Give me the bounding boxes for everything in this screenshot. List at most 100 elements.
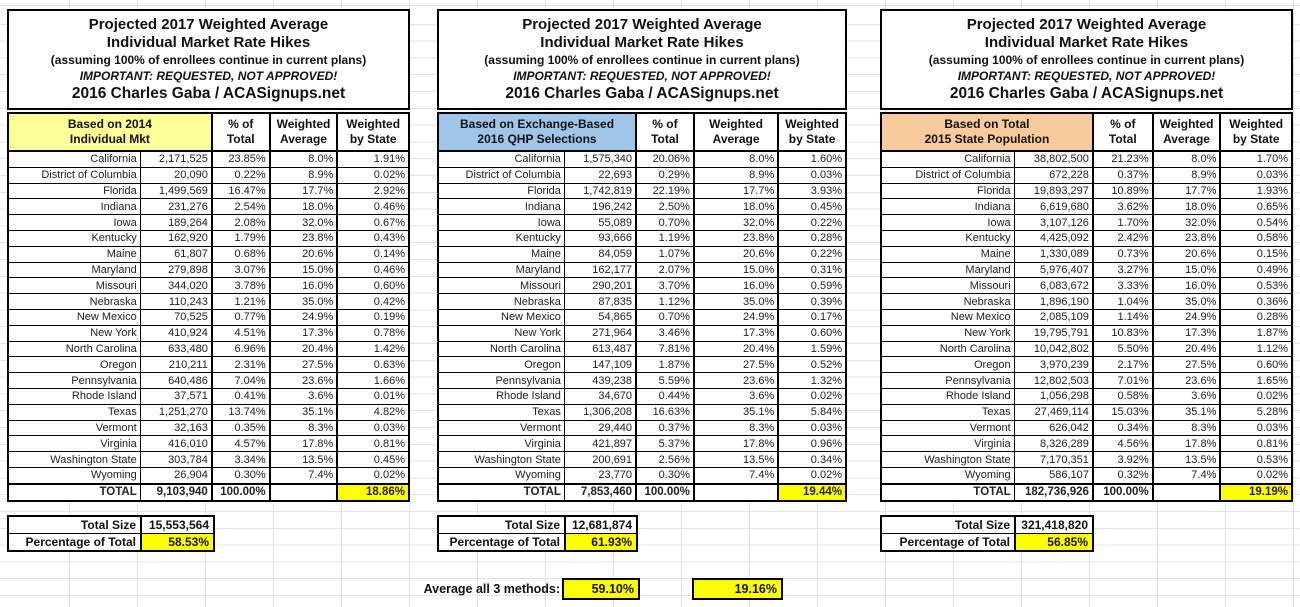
- cell-wstate[interactable]: 0.22%: [777, 214, 847, 231]
- cell-wstate[interactable]: 0.01%: [336, 387, 410, 405]
- cell-wavg[interactable]: 16.0%: [268, 277, 339, 295]
- cell-size[interactable]: 29,440: [563, 419, 638, 437]
- total-size-cell[interactable]: 9,103,940: [139, 482, 213, 502]
- cell-wstate[interactable]: 0.17%: [777, 308, 847, 326]
- cell-pct[interactable]: 13.74%: [210, 403, 271, 421]
- cell-size[interactable]: 7,170,351: [1013, 451, 1094, 468]
- cell-size[interactable]: 1,056,298: [1013, 387, 1094, 405]
- cell-wstate[interactable]: 0.53%: [1219, 451, 1293, 468]
- cell-pct[interactable]: 5.50%: [1091, 340, 1154, 358]
- col-header-pct-of-total[interactable]: % of Total: [635, 112, 695, 152]
- cell-wavg[interactable]: 23.6%: [268, 372, 339, 389]
- cell-size[interactable]: 2,171,525: [139, 150, 213, 168]
- cell-wstate[interactable]: 0.36%: [1219, 293, 1293, 310]
- cell-wavg[interactable]: 20.4%: [1151, 340, 1222, 358]
- cell-pct[interactable]: 5.59%: [635, 372, 695, 389]
- cell-wstate[interactable]: 0.81%: [336, 435, 410, 453]
- total-size-cell[interactable]: 182,736,926: [1013, 482, 1094, 502]
- cell-pct[interactable]: 1.70%: [1091, 214, 1154, 231]
- cell-state[interactable]: Wyoming: [437, 466, 565, 485]
- cell-wstate[interactable]: 1.42%: [336, 340, 410, 358]
- cell-pct[interactable]: 1.12%: [635, 293, 695, 310]
- cell-size[interactable]: 410,924: [139, 324, 213, 342]
- col-header-weighted-average[interactable]: Weighted Average: [692, 112, 780, 152]
- cell-wstate[interactable]: 0.67%: [336, 214, 410, 231]
- cell-wavg[interactable]: 8.9%: [1151, 166, 1222, 184]
- cell-wavg[interactable]: 35.1%: [1151, 403, 1222, 421]
- cell-size[interactable]: 5,976,407: [1013, 261, 1094, 279]
- cell-pct[interactable]: 7.81%: [635, 340, 695, 358]
- col-header-weighted-by-state[interactable]: Weighted by State: [1219, 112, 1293, 152]
- percentage-of-total-label[interactable]: Percentage of Total: [9, 534, 140, 550]
- cell-state[interactable]: Maryland: [437, 261, 565, 279]
- cell-wavg[interactable]: 18.0%: [268, 198, 339, 216]
- cell-wavg[interactable]: 13.5%: [692, 451, 780, 468]
- cell-pct[interactable]: 1.07%: [635, 245, 695, 263]
- cell-pct[interactable]: 3.70%: [635, 277, 695, 295]
- cell-wavg[interactable]: 15.0%: [692, 261, 780, 279]
- cell-pct[interactable]: 3.78%: [210, 277, 271, 295]
- cell-wavg[interactable]: 23.8%: [268, 229, 339, 247]
- cell-state[interactable]: Florida: [7, 182, 141, 200]
- cell-wavg[interactable]: 7.4%: [692, 466, 780, 485]
- cell-state[interactable]: Virginia: [880, 435, 1015, 453]
- cell-size[interactable]: 38,802,500: [1013, 150, 1094, 168]
- cell-pct[interactable]: 1.14%: [1091, 308, 1154, 326]
- cell-pct[interactable]: 1.19%: [635, 229, 695, 247]
- total-weighted-by-state-cell[interactable]: 19.19%: [1219, 482, 1293, 502]
- cell-pct[interactable]: 0.29%: [635, 166, 695, 184]
- cell-state[interactable]: Texas: [880, 403, 1015, 421]
- percentage-of-total-label[interactable]: Percentage of Total: [439, 534, 564, 550]
- cell-wavg[interactable]: 7.4%: [1151, 466, 1222, 485]
- cell-wavg[interactable]: 3.6%: [268, 387, 339, 405]
- cell-pct[interactable]: 0.70%: [635, 214, 695, 231]
- cell-wstate[interactable]: 0.59%: [777, 277, 847, 295]
- cell-wstate[interactable]: 0.19%: [336, 308, 410, 326]
- average-weighted-rate-cell[interactable]: 19.16%: [692, 578, 783, 600]
- cell-size[interactable]: 20,090: [139, 166, 213, 184]
- cell-wstate[interactable]: 1.66%: [336, 372, 410, 389]
- basis-header-cell[interactable]: Based on Total 2015 State Population: [880, 112, 1094, 152]
- cell-state[interactable]: Pennsylvania: [437, 372, 565, 389]
- cell-wstate[interactable]: 1.87%: [1219, 324, 1293, 342]
- cell-wstate[interactable]: 0.22%: [777, 245, 847, 263]
- col-header-pct-of-total[interactable]: % of Total: [210, 112, 271, 152]
- cell-state[interactable]: California: [437, 150, 565, 168]
- cell-wavg[interactable]: 8.0%: [1151, 150, 1222, 168]
- cell-wavg[interactable]: 35.0%: [268, 293, 339, 310]
- cell-state[interactable]: Iowa: [437, 214, 565, 231]
- cell-wavg[interactable]: 20.6%: [1151, 245, 1222, 263]
- cell-pct[interactable]: 0.37%: [1091, 166, 1154, 184]
- cell-pct[interactable]: 1.79%: [210, 229, 271, 247]
- cell-state[interactable]: Indiana: [437, 198, 565, 216]
- cell-state[interactable]: Rhode Island: [437, 387, 565, 405]
- cell-pct[interactable]: 3.07%: [210, 261, 271, 279]
- cell-wavg[interactable]: 32.0%: [268, 214, 339, 231]
- cell-state[interactable]: California: [7, 150, 141, 168]
- cell-wavg[interactable]: 23.8%: [1151, 229, 1222, 247]
- cell-wavg[interactable]: 32.0%: [1151, 214, 1222, 231]
- cell-pct[interactable]: 0.68%: [210, 245, 271, 263]
- col-header-weighted-average[interactable]: Weighted Average: [268, 112, 339, 152]
- cell-wstate[interactable]: 1.70%: [1219, 150, 1293, 168]
- cell-wstate[interactable]: 1.65%: [1219, 372, 1293, 389]
- cell-wstate[interactable]: 4.82%: [336, 403, 410, 421]
- cell-wavg[interactable]: 17.7%: [268, 182, 339, 200]
- cell-wavg[interactable]: 8.0%: [692, 150, 780, 168]
- cell-pct[interactable]: 0.22%: [210, 166, 271, 184]
- cell-size[interactable]: 6,619,680: [1013, 198, 1094, 216]
- cell-pct[interactable]: 23.85%: [210, 150, 271, 168]
- cell-pct[interactable]: 0.44%: [635, 387, 695, 405]
- cell-wavg[interactable]: 17.8%: [268, 435, 339, 453]
- cell-pct[interactable]: 0.35%: [210, 419, 271, 437]
- cell-pct[interactable]: 2.42%: [1091, 229, 1154, 247]
- total-size-label[interactable]: Total Size: [882, 517, 1014, 533]
- cell-wavg[interactable]: 17.7%: [1151, 182, 1222, 200]
- total-label-cell[interactable]: TOTAL: [880, 482, 1015, 502]
- cell-state[interactable]: Rhode Island: [7, 387, 141, 405]
- cell-size[interactable]: 37,571: [139, 387, 213, 405]
- cell-wavg[interactable]: 27.5%: [268, 356, 339, 374]
- cell-size[interactable]: 34,670: [563, 387, 638, 405]
- cell-wstate[interactable]: 0.42%: [336, 293, 410, 310]
- cell-pct[interactable]: 5.37%: [635, 435, 695, 453]
